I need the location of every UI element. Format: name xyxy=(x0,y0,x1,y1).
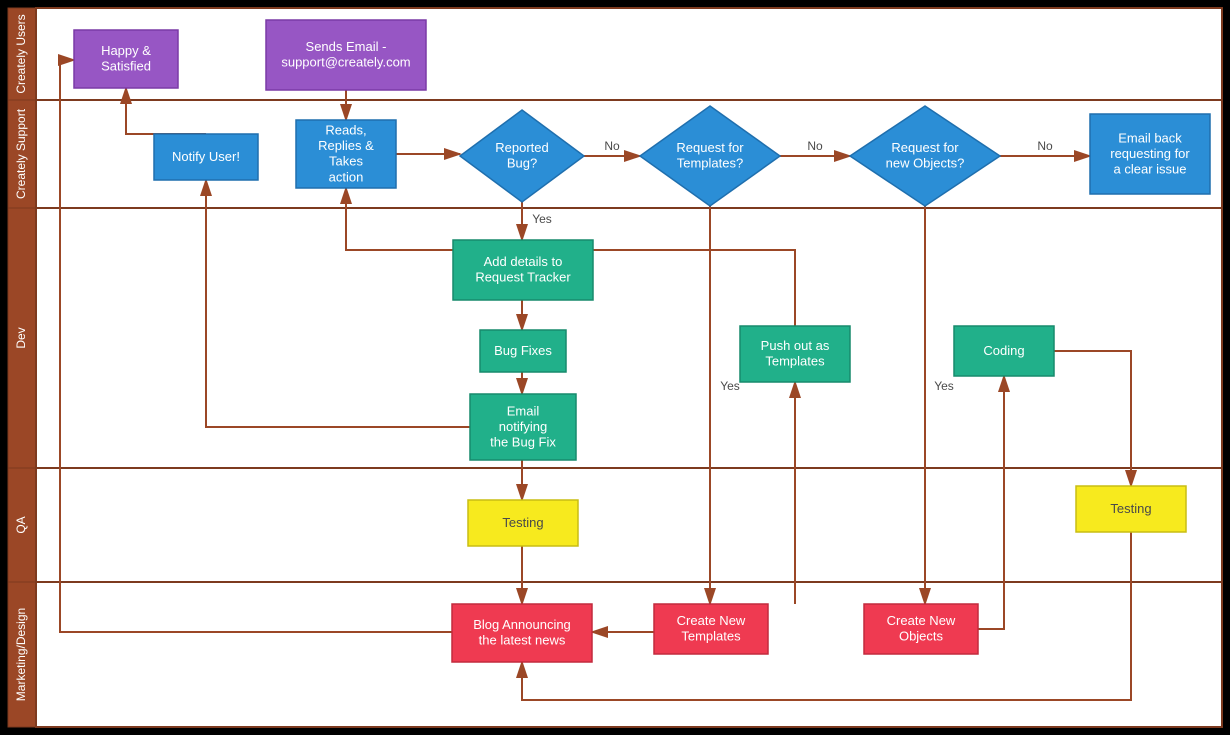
lane-qa xyxy=(36,468,1222,582)
edge-label-e17: Yes xyxy=(934,379,954,393)
edge-label-e6: Yes xyxy=(532,212,552,226)
svg-text:Request forTemplates?: Request forTemplates? xyxy=(676,140,744,171)
svg-text:Email backrequesting fora clea: Email backrequesting fora clear issue xyxy=(1110,130,1190,176)
lane-label-dev: Dev xyxy=(14,327,28,348)
svg-text:Request fornew Objects?: Request fornew Objects? xyxy=(886,140,965,171)
edge-label-e13: Yes xyxy=(720,379,740,393)
svg-text:Bug Fixes: Bug Fixes xyxy=(494,343,552,358)
lane-label-users: Creately Users xyxy=(14,14,28,93)
svg-text:Create NewTemplates: Create NewTemplates xyxy=(677,613,746,644)
lane-label-mkt: Marketing/Design xyxy=(14,608,28,701)
lane-users xyxy=(36,8,1222,100)
svg-text:Coding: Coding xyxy=(983,343,1024,358)
lane-label-qa: QA xyxy=(14,516,28,533)
svg-text:Blog Announcingthe latest news: Blog Announcingthe latest news xyxy=(473,617,571,648)
svg-text:Testing: Testing xyxy=(1110,501,1151,516)
svg-text:Add details toRequest Tracker: Add details toRequest Tracker xyxy=(475,254,571,285)
svg-text:Testing: Testing xyxy=(502,515,543,530)
svg-text:Notify User!: Notify User! xyxy=(172,149,240,164)
edge-label-e5: No xyxy=(1037,139,1053,153)
edge-label-e3: No xyxy=(604,139,620,153)
lane-label-support: Creately Support xyxy=(14,108,28,199)
edge-label-e4: No xyxy=(807,139,823,153)
svg-text:Push out asTemplates: Push out asTemplates xyxy=(761,338,830,369)
lane-mkt xyxy=(36,582,1222,727)
svg-text:Happy &Satisfied: Happy &Satisfied xyxy=(101,43,151,74)
